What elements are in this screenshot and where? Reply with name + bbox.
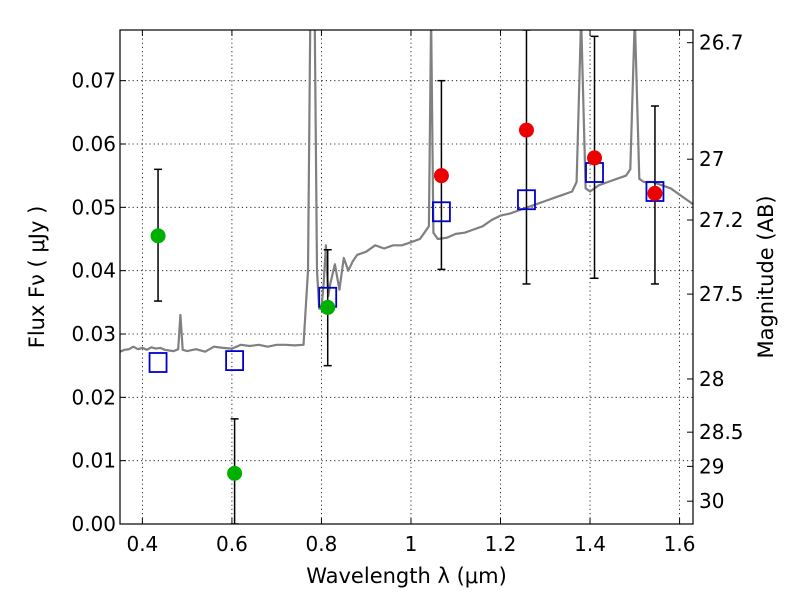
model-band-square xyxy=(148,352,168,373)
grid xyxy=(120,30,693,525)
y-tick-label: 0.07 xyxy=(71,69,116,93)
y2-tick-label: 27 xyxy=(699,147,724,171)
y2-tick-label: 28 xyxy=(699,367,724,391)
x-tick-labels: 0.4 0.6 0.8 1 1.2 1.4 1.6 xyxy=(126,532,695,556)
x-axis-title: Wavelength λ (μm) xyxy=(306,564,507,588)
photometry-point xyxy=(320,299,336,315)
photometry-point xyxy=(433,168,449,184)
y-tick-label: 0.01 xyxy=(71,449,116,473)
photometry-point xyxy=(150,228,166,244)
data-markers xyxy=(148,122,665,481)
y-tick-labels: 0.00 0.01 0.02 0.03 0.04 0.05 0.06 0.07 xyxy=(71,69,116,536)
x-tick-label: 0.4 xyxy=(126,532,158,556)
model-band-square xyxy=(432,201,451,223)
y2-tick-label: 27.5 xyxy=(699,282,744,306)
y-tick-label: 0.03 xyxy=(71,322,116,346)
photometry-point xyxy=(647,185,663,201)
x-tick-label: 1.2 xyxy=(485,532,517,556)
y2-tick-label: 27.2 xyxy=(699,208,744,232)
y-axis-title: Flux Fν ( μJy ) xyxy=(25,206,49,349)
model-band-square xyxy=(645,181,665,202)
y2-tick-label: 29 xyxy=(699,454,724,478)
ticks xyxy=(120,30,693,525)
y2-tick-label: 28.5 xyxy=(699,420,744,444)
plot-frame xyxy=(119,29,694,525)
spectrum-line xyxy=(120,30,693,353)
x-tick-label: 0.8 xyxy=(306,532,338,556)
y-tick-label: 0.00 xyxy=(71,512,116,536)
x-tick-label: 1.6 xyxy=(664,532,696,556)
photometry-point xyxy=(227,465,243,481)
y-tick-label: 0.04 xyxy=(71,259,116,283)
x-tick-label: 0.6 xyxy=(216,532,248,556)
y-tick-label: 0.06 xyxy=(71,132,116,156)
right-magnitude-tick-labels: 26.7 27 27.2 27.5 28 28.5 29 30 xyxy=(699,31,744,514)
photometry-point xyxy=(518,122,534,138)
y2-axis-title: Magnitude (AB) xyxy=(754,195,778,358)
y2-tick-label: 26.7 xyxy=(699,31,744,55)
x-tick-label: 1 xyxy=(405,532,418,556)
y-tick-label: 0.02 xyxy=(71,385,116,409)
model-band-square xyxy=(225,350,245,372)
spectrum-layer xyxy=(120,30,693,353)
x-tick-label: 1.4 xyxy=(574,532,606,556)
photometry-point xyxy=(587,150,603,166)
y-tick-label: 0.05 xyxy=(71,195,116,219)
y2-tick-label: 30 xyxy=(699,489,724,513)
model-band-square xyxy=(517,189,536,211)
